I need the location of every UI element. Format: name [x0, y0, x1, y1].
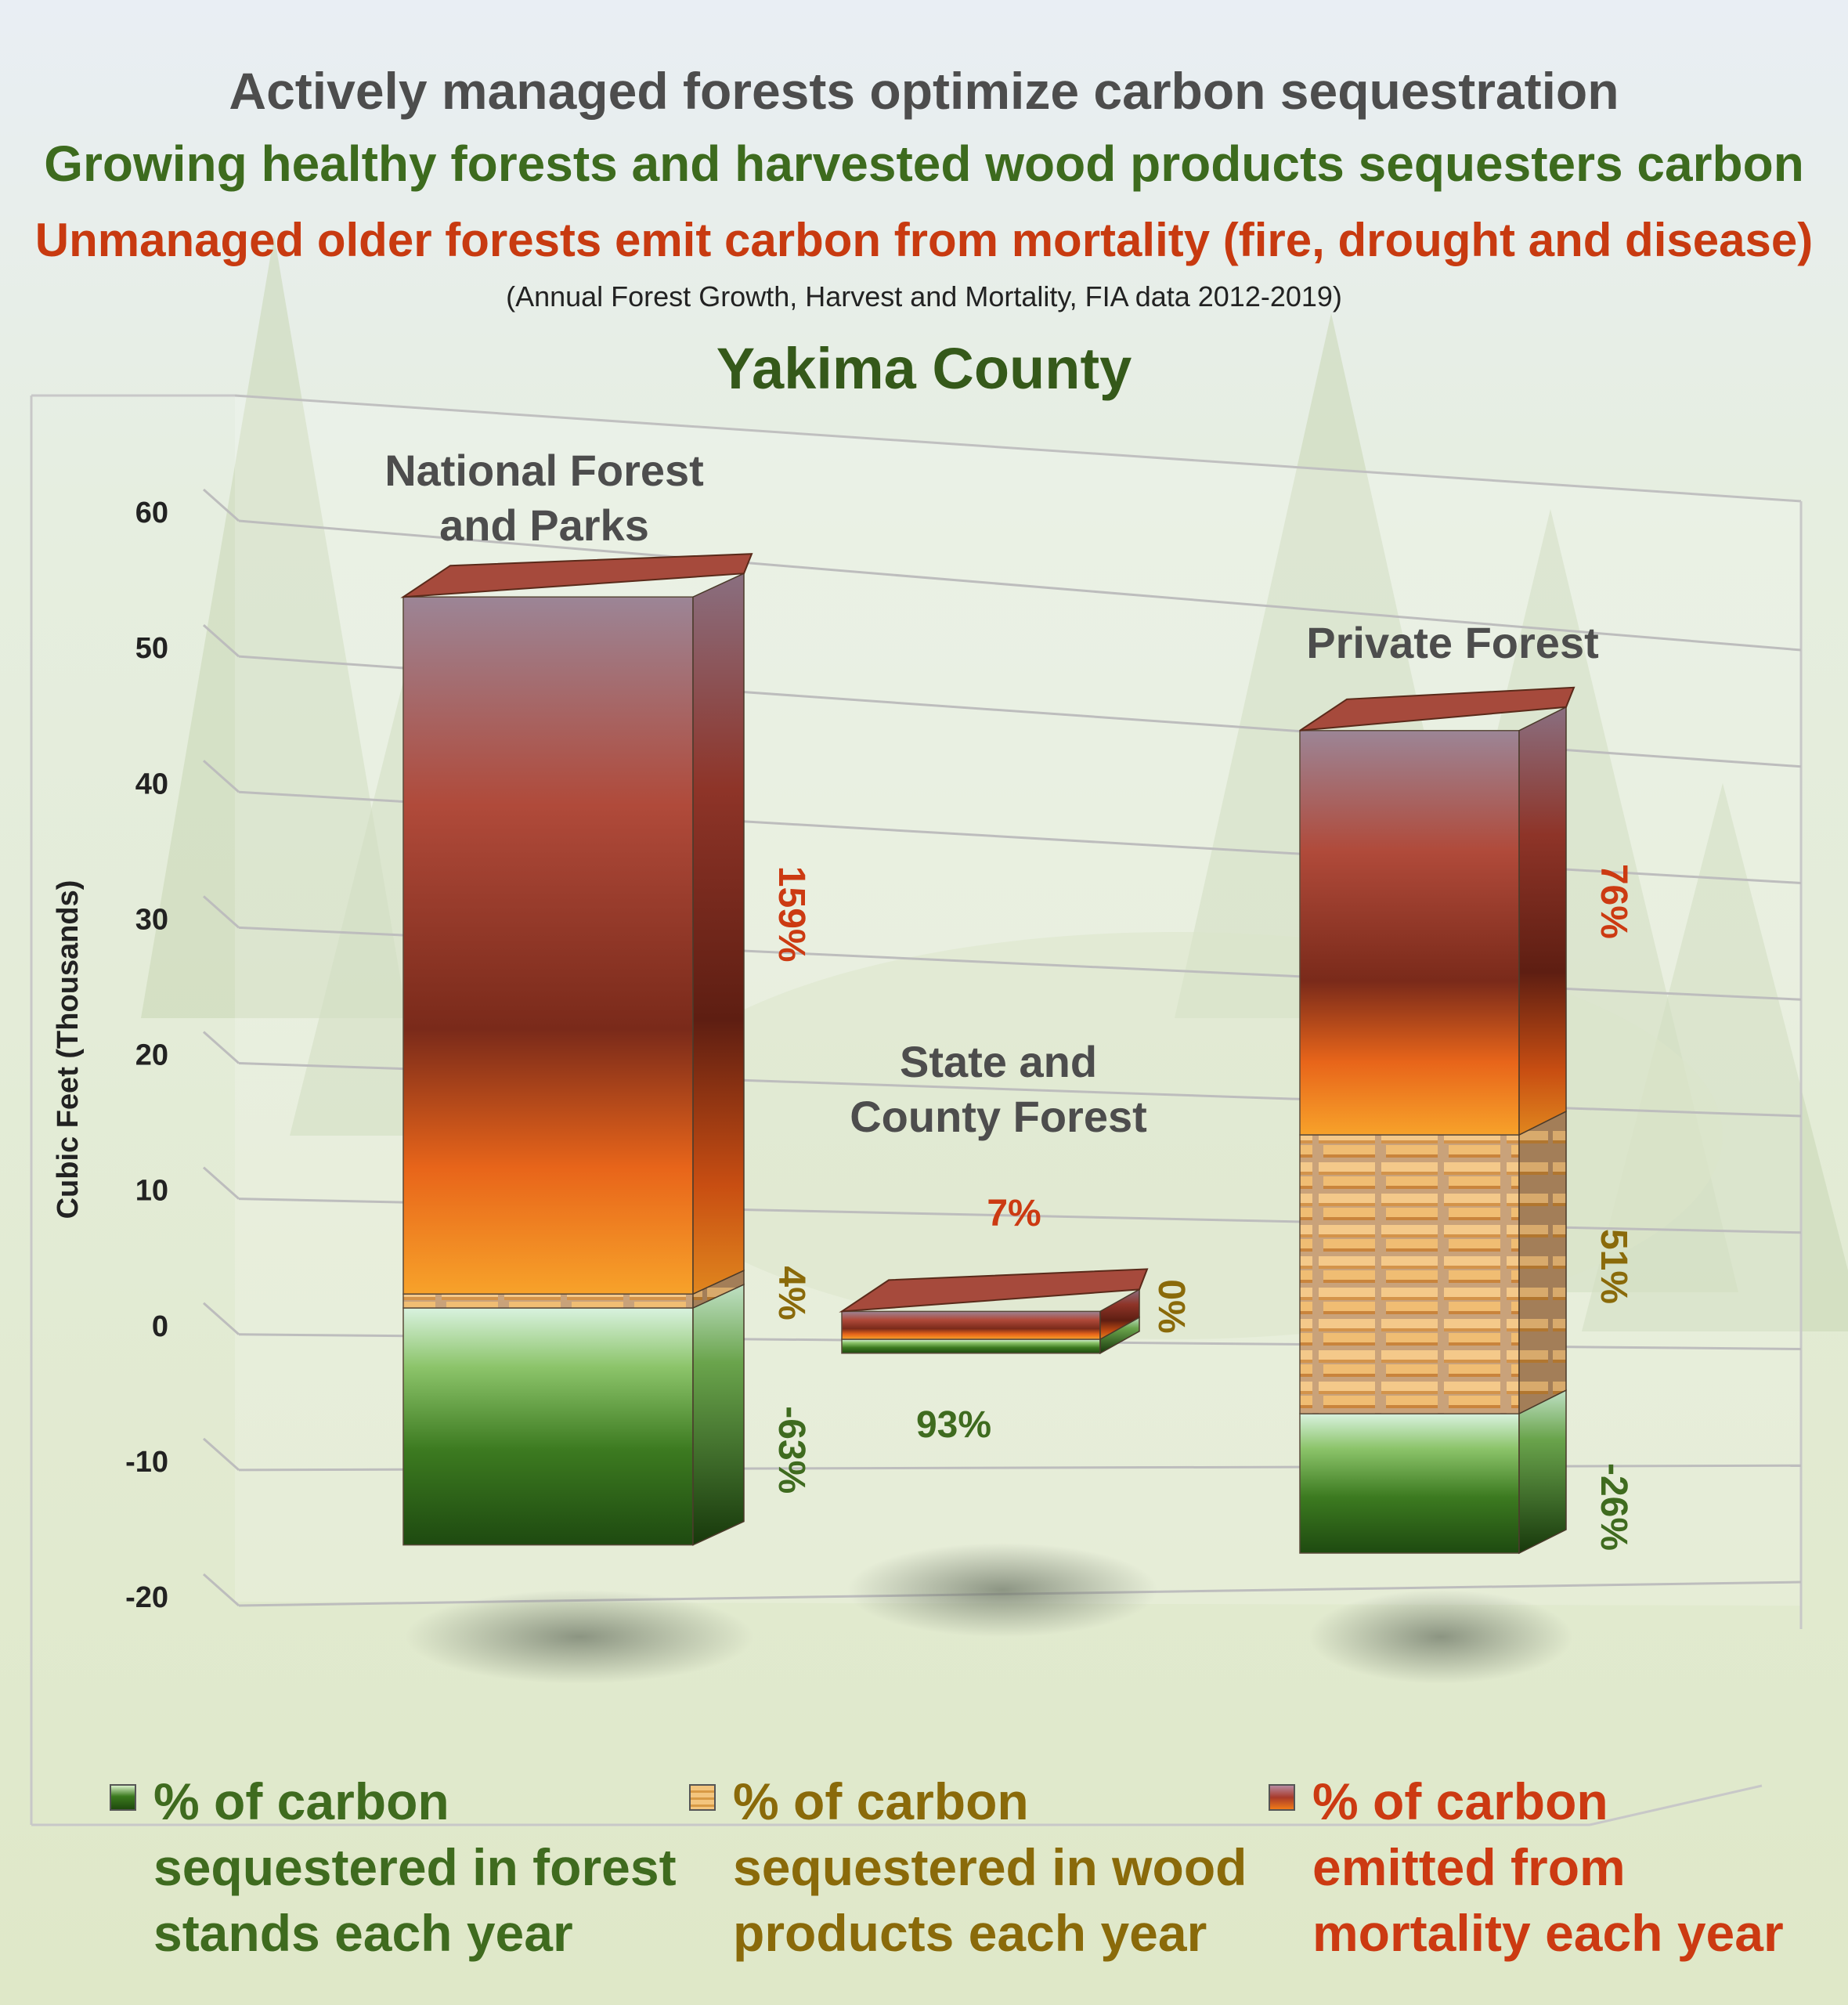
legend-item-mortality: % of carbon emitted from mortality each …	[1269, 1768, 1814, 1966]
legend-forest-line-3: stands each year	[153, 1904, 573, 1962]
gridline-side--10	[203, 1437, 240, 1471]
background-tree-1	[141, 235, 407, 1018]
category-label: and Parks	[439, 500, 649, 550]
bar-mortality-face	[402, 596, 694, 1295]
category-label: Private Forest	[1306, 618, 1599, 667]
gridline-side-0	[203, 1302, 240, 1335]
legend-forest-line-2: sequestered in forest	[153, 1838, 677, 1896]
bar-mortality-face	[841, 1310, 1101, 1340]
legend-item-wood: % of carbon sequestered in wood products…	[689, 1768, 1281, 1966]
data-label-forest: -63%	[771, 1406, 812, 1494]
bar-top-cap	[1299, 686, 1575, 732]
subtitle-sequestration: Growing healthy forests and harvested wo…	[44, 135, 1804, 192]
y-tick-label: 50	[135, 632, 168, 665]
bars	[400, 553, 1575, 1684]
bar-wood-face	[402, 1293, 694, 1309]
legend-label-wood: % of carbon sequestered in wood products…	[733, 1768, 1281, 1966]
lumber-swatch-icon	[689, 1784, 716, 1811]
y-tick-label: -10	[125, 1446, 168, 1479]
y-tick-label: 60	[135, 497, 168, 529]
legend-label-mortality: % of carbon emitted from mortality each …	[1312, 1768, 1814, 1966]
y-axis-label: Cubic Feet (Thousands)	[52, 880, 85, 1219]
bar-mortality-side	[1099, 1288, 1140, 1341]
y-tick-label: 40	[135, 768, 168, 800]
data-label-mortality: 76%	[1593, 864, 1634, 939]
legend-forest-line-1: % of carbon	[153, 1772, 449, 1830]
forest-swatch-icon	[110, 1784, 136, 1811]
bar-forest-side	[692, 1283, 745, 1546]
source-note: (Annual Forest Growth, Harvest and Morta…	[506, 280, 1342, 312]
data-label-mortality: 7%	[987, 1193, 1041, 1234]
y-tick-label: 0	[152, 1310, 168, 1343]
legend-wood-line-1: % of carbon	[733, 1772, 1029, 1830]
frame-top-edge	[234, 394, 1802, 503]
bar-shadow	[847, 1543, 1157, 1637]
gridline-side-40	[203, 760, 240, 793]
data-label-forest: 93%	[916, 1404, 991, 1446]
legend-wood-line-2: sequestered in wood	[733, 1838, 1247, 1896]
legend-label-forest: % of carbon sequestered in forest stands…	[153, 1768, 702, 1966]
bar-forest-face	[841, 1338, 1101, 1354]
bar-mortality-side	[692, 573, 745, 1295]
y-tick-label: -20	[125, 1581, 168, 1614]
gridline-side-30	[203, 895, 240, 929]
page-title: Actively managed forests optimize carbon…	[229, 62, 1619, 120]
legend-item-forest: % of carbon sequestered in forest stands…	[110, 1768, 702, 1966]
bar-forest-face	[1299, 1413, 1520, 1554]
category-labels: National Forest and Parks State and County …	[384, 446, 1599, 1141]
bar-mortality-face	[1299, 730, 1520, 1136]
bar-shadow	[1309, 1590, 1572, 1684]
y-axis-ticks: 60 50 40 30 20 10 0 -10 -20	[125, 497, 168, 1614]
gridline-side-60	[203, 488, 240, 522]
category-label: County Forest	[850, 1092, 1147, 1141]
category-label: State and	[900, 1037, 1097, 1086]
data-label-forest: -26%	[1593, 1463, 1634, 1551]
data-label-wood: 51%	[1593, 1229, 1634, 1304]
y-tick-label: 20	[135, 1039, 168, 1072]
bar-forest-face	[402, 1307, 694, 1546]
subtitle-emission: Unmanaged older forests emit carbon from…	[34, 214, 1814, 266]
fire-swatch-icon	[1269, 1784, 1295, 1811]
legend-mortality-line-1: % of carbon	[1312, 1772, 1608, 1830]
data-label-wood: 0%	[1150, 1279, 1192, 1333]
gridline-side-10	[203, 1166, 240, 1200]
legend-wood-line-3: products each year	[733, 1904, 1207, 1962]
legend-mortality-line-3: mortality each year	[1312, 1904, 1784, 1962]
bar-wood-face	[1299, 1134, 1520, 1414]
bar-forest-side	[1518, 1389, 1567, 1555]
gridline-60	[238, 519, 1802, 652]
data-label-wood: 4%	[771, 1266, 812, 1320]
frame-bottom-right-edge	[1589, 1784, 1763, 1826]
bar-top-cap	[839, 1268, 1149, 1313]
bar-shadow	[406, 1590, 753, 1684]
bar-mortality-side	[1518, 706, 1567, 1136]
bar-wood-side	[1518, 1110, 1567, 1415]
gridline-side-50	[203, 624, 240, 658]
chart-title: Yakima County	[716, 336, 1132, 401]
category-label: National Forest	[384, 446, 704, 495]
gridline-side-20	[203, 1031, 240, 1064]
data-label-mortality: 159%	[771, 866, 812, 963]
y-tick-label: 30	[135, 903, 168, 936]
bar-top-cap	[400, 553, 753, 598]
legend-mortality-line-2: emitted from	[1312, 1838, 1626, 1896]
y-tick-label: 10	[135, 1175, 168, 1208]
gridline-side--20	[203, 1573, 240, 1607]
data-labels: -63% 4% 159% 93% 0% 7% -26% 51% 76%	[771, 864, 1634, 1551]
